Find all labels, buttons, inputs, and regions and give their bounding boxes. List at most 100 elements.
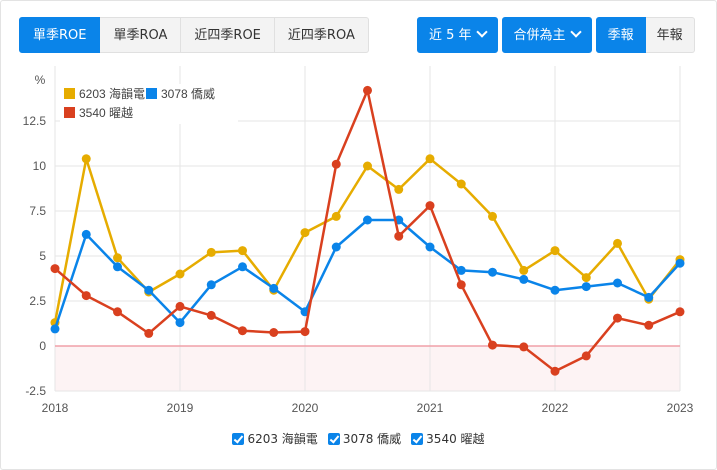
data-point[interactable] bbox=[550, 285, 560, 295]
data-point[interactable] bbox=[456, 280, 466, 290]
data-point[interactable] bbox=[519, 265, 529, 275]
data-point[interactable] bbox=[50, 264, 60, 274]
line-chart: 12.5 10 7.5 5 2.5 0 -2.5 2018 2019 2020 2021 2022 20… bbox=[23, 66, 694, 415]
data-point[interactable] bbox=[456, 179, 466, 189]
x-tick-label: 2020 bbox=[292, 401, 319, 415]
data-point[interactable] bbox=[113, 307, 122, 317]
data-point[interactable] bbox=[81, 291, 91, 301]
y-tick-label: 7.5 bbox=[29, 204, 46, 218]
y-tick-label: 12.5 bbox=[23, 114, 47, 128]
data-point[interactable] bbox=[613, 278, 622, 288]
data-point[interactable] bbox=[331, 159, 341, 169]
data-point[interactable] bbox=[613, 313, 622, 323]
data-point[interactable] bbox=[331, 242, 341, 252]
tab-metric-1[interactable]: 單季ROA bbox=[100, 17, 182, 53]
data-point[interactable] bbox=[394, 184, 404, 194]
data-point[interactable] bbox=[613, 238, 622, 248]
data-point[interactable] bbox=[425, 242, 435, 252]
data-point[interactable] bbox=[269, 328, 279, 337]
data-point[interactable] bbox=[81, 229, 91, 239]
data-point[interactable] bbox=[269, 283, 279, 293]
data-point[interactable] bbox=[331, 211, 341, 221]
data-point[interactable] bbox=[238, 326, 247, 336]
data-point[interactable] bbox=[519, 342, 529, 352]
y-tick-label: 2.5 bbox=[29, 294, 46, 308]
data-point[interactable] bbox=[488, 340, 497, 350]
data-point[interactable] bbox=[300, 327, 310, 337]
legend-swatch bbox=[64, 107, 75, 118]
legend-swatch bbox=[64, 88, 75, 99]
basis-label: 合併為主 bbox=[513, 28, 566, 43]
data-point[interactable] bbox=[456, 265, 466, 275]
data-point[interactable] bbox=[300, 228, 310, 238]
series-toggle-0[interactable]: 6203 海韻電 bbox=[232, 430, 318, 447]
data-point[interactable] bbox=[488, 267, 497, 277]
range-dropdown[interactable]: 近 5 年 bbox=[417, 17, 498, 53]
data-point[interactable] bbox=[81, 154, 91, 164]
data-point[interactable] bbox=[50, 324, 60, 334]
tab-metric-0[interactable]: 單季ROE bbox=[19, 17, 101, 53]
basis-dropdown[interactable]: 合併為主 bbox=[501, 17, 592, 53]
data-point[interactable] bbox=[113, 262, 122, 272]
data-point[interactable] bbox=[113, 253, 122, 263]
data-point[interactable] bbox=[581, 273, 591, 283]
x-tick-label: 2019 bbox=[167, 401, 194, 415]
data-point[interactable] bbox=[675, 307, 685, 317]
metric-tabs: 單季ROE 單季ROA 近四季ROE 近四季ROA bbox=[19, 17, 369, 53]
data-point[interactable] bbox=[488, 211, 497, 221]
tab-metric-3[interactable]: 近四季ROA bbox=[274, 17, 369, 53]
data-point[interactable] bbox=[644, 320, 654, 330]
y-axis-unit: % bbox=[35, 73, 46, 87]
legend-label: 3078 僑威 bbox=[161, 87, 215, 101]
data-point[interactable] bbox=[206, 310, 216, 320]
data-point[interactable] bbox=[550, 366, 560, 376]
range-label: 近 5 年 bbox=[429, 28, 472, 43]
tab-quarterly[interactable]: 季報 bbox=[595, 17, 646, 53]
checkbox-checked-icon[interactable] bbox=[232, 432, 245, 445]
data-point[interactable] bbox=[206, 280, 216, 290]
data-point[interactable] bbox=[175, 269, 185, 279]
x-tick-label: 2021 bbox=[417, 401, 444, 415]
data-point[interactable] bbox=[394, 231, 404, 241]
data-point[interactable] bbox=[581, 351, 591, 361]
data-point[interactable] bbox=[238, 246, 247, 256]
legend-label: 3540 曜越 bbox=[79, 106, 133, 120]
y-tick-label: 0 bbox=[39, 339, 46, 353]
series-line bbox=[53, 157, 681, 323]
data-point[interactable] bbox=[238, 262, 247, 272]
checkbox-checked-icon[interactable] bbox=[411, 432, 424, 445]
series-toggle-label: 6203 海韻電 bbox=[247, 432, 318, 446]
series-toggle-1[interactable]: 3078 僑威 bbox=[327, 430, 402, 447]
data-point[interactable] bbox=[363, 161, 372, 171]
tab-metric-2[interactable]: 近四季ROE bbox=[181, 17, 275, 53]
legend-label: 6203 海韻電 bbox=[79, 86, 145, 101]
data-point[interactable] bbox=[644, 292, 654, 302]
series-toggle-legend: 6203 海韻電 3078 僑威 3540 曜越 bbox=[0, 430, 717, 447]
series-toggle-label: 3078 僑威 bbox=[342, 432, 402, 446]
x-tick-label: 2022 bbox=[542, 401, 569, 415]
data-point[interactable] bbox=[519, 274, 529, 284]
data-point[interactable] bbox=[425, 154, 435, 164]
data-point[interactable] bbox=[144, 328, 154, 338]
control-bar: 近 5 年 合併為主 季報 年報 bbox=[417, 17, 695, 53]
data-point[interactable] bbox=[425, 201, 435, 211]
data-point[interactable] bbox=[175, 318, 185, 328]
data-point[interactable] bbox=[363, 85, 372, 95]
data-point[interactable] bbox=[144, 285, 154, 295]
x-tick-label: 2023 bbox=[667, 401, 694, 415]
y-tick-label: -2.5 bbox=[25, 384, 46, 398]
negative-zone bbox=[55, 346, 680, 391]
data-point[interactable] bbox=[175, 301, 185, 311]
data-point[interactable] bbox=[363, 215, 372, 225]
data-point[interactable] bbox=[581, 282, 591, 292]
data-point[interactable] bbox=[550, 246, 560, 256]
checkbox-checked-icon[interactable] bbox=[327, 432, 340, 445]
series-toggle-2[interactable]: 3540 曜越 bbox=[411, 430, 485, 447]
legend-swatch bbox=[146, 88, 157, 99]
data-point[interactable] bbox=[206, 247, 216, 257]
data-point[interactable] bbox=[675, 258, 685, 268]
y-tick-label: 10 bbox=[33, 159, 47, 173]
y-tick-label: 5 bbox=[39, 249, 46, 263]
period-tabs: 季報 年報 bbox=[595, 17, 695, 53]
tab-annual[interactable]: 年報 bbox=[645, 17, 695, 53]
